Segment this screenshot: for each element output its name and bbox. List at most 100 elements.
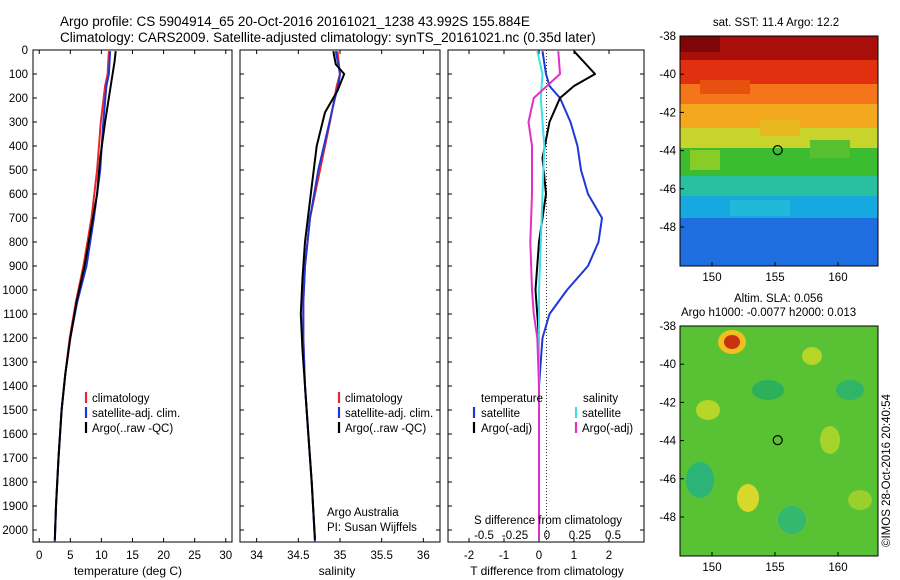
map-y-tick-label: -42 bbox=[659, 107, 676, 119]
figure-title-line2: Climatology: CARS2009. Satellite-adjuste… bbox=[60, 30, 596, 45]
difference-panel-frame bbox=[447, 49, 645, 543]
sst-map-title: sat. SST: 11.4 Argo: 12.2 bbox=[713, 17, 839, 29]
map-x-tick-label: 160 bbox=[828, 562, 847, 574]
map-y-tick-label: -40 bbox=[659, 359, 676, 371]
depth-tick-label: 100 bbox=[9, 69, 28, 81]
x-tick-label: 0 bbox=[36, 550, 42, 562]
sla-map-title: Altim. SLA: 0.056 bbox=[734, 293, 823, 305]
map-y-tick-label: -40 bbox=[659, 69, 676, 81]
x-tick-label: 0 bbox=[536, 550, 542, 562]
depth-tick-label: 2000 bbox=[2, 525, 28, 537]
depth-tick-label: 1400 bbox=[2, 381, 28, 393]
temperature-series bbox=[53, 51, 117, 542]
x-tick-label: 34 bbox=[250, 550, 263, 562]
sst-map-image bbox=[680, 36, 878, 266]
x-tick-label: 2 bbox=[606, 550, 612, 562]
difference-legend: temperature salinity satellite Argo(-adj… bbox=[472, 393, 633, 435]
difference-xlabel: T difference from climatology bbox=[470, 564, 624, 578]
depth-tick-label: 800 bbox=[9, 237, 28, 249]
legend-argo: Argo(..raw -QC) bbox=[345, 423, 426, 435]
imos-credit: ©IMOS 28-Oct-2016 20:40:54 bbox=[881, 393, 893, 547]
x-tick-label: 10 bbox=[95, 550, 108, 562]
depth-tick-label: 1800 bbox=[2, 477, 28, 489]
map-y-tick-label: -46 bbox=[659, 474, 676, 486]
map-x-tick-label: 150 bbox=[702, 562, 721, 574]
map-y-tick-label: -38 bbox=[659, 31, 676, 43]
difference-axis: -2 -1 0 1 2 bbox=[448, 49, 644, 562]
salinity-xlabel: salinity bbox=[319, 564, 356, 578]
map-x-tick-label: 160 bbox=[828, 272, 847, 284]
map-x-tick-label: 155 bbox=[765, 272, 784, 284]
argo-australia-note: Argo Australia bbox=[327, 507, 399, 519]
depth-tick-label: 1500 bbox=[2, 405, 28, 417]
legend-s-satellite: satellite bbox=[582, 408, 621, 420]
sla-map-image bbox=[680, 326, 878, 556]
legend-argo: Argo(..raw -QC) bbox=[92, 423, 173, 435]
pi-note: PI: Susan Wijffels bbox=[327, 522, 417, 534]
depth-tick-label: 1600 bbox=[2, 429, 28, 441]
map-y-tick-label: -48 bbox=[659, 222, 676, 234]
legend-t-argo: Argo(-adj) bbox=[481, 423, 532, 435]
sla-argo-marker bbox=[772, 435, 783, 446]
depth-tick-label: 200 bbox=[9, 93, 28, 105]
series-satellite-adj-clim- bbox=[53, 51, 112, 542]
depth-tick-label: 900 bbox=[9, 261, 28, 273]
depth-tick-label: 1000 bbox=[2, 285, 28, 297]
s-difference-top-label: S difference from climatology bbox=[474, 515, 622, 527]
legend-s-argo: Argo(-adj) bbox=[582, 423, 633, 435]
salinity-legend: climatology satellite-adj. clim. Argo(..… bbox=[337, 392, 433, 435]
depth-tick-label: 1100 bbox=[3, 309, 28, 321]
legend-salinity-title: salinity bbox=[583, 393, 618, 405]
sst-argo-marker bbox=[772, 145, 783, 156]
series-argo-raw-qc- bbox=[299, 51, 346, 540]
temperature-axis: 0 5 10 15 20 25 30 bbox=[33, 49, 232, 562]
salinity-panel-frame bbox=[239, 49, 441, 543]
temperature-xlabel: temperature (deg C) bbox=[74, 564, 182, 578]
legend-climatology: climatology bbox=[345, 393, 403, 405]
depth-tick-label: 1300 bbox=[2, 357, 28, 369]
x-tick-label: 1 bbox=[571, 550, 577, 562]
sla-map-subtitle: Argo h1000: -0.0077 h2000: 0.013 bbox=[681, 307, 856, 319]
depth-tick-labels: 0 100 200 300 400 500 600 700 800 900 1000 1100 1200… bbox=[2, 45, 28, 537]
series-salinity-satellite bbox=[536, 50, 546, 540]
x-tick-label: 35.5 bbox=[370, 550, 392, 562]
depth-tick-label: 300 bbox=[9, 117, 28, 129]
depth-tick-label: 400 bbox=[9, 141, 28, 153]
map-y-tick-label: -44 bbox=[659, 436, 676, 448]
salinity-axis: 34 34.5 35 35.5 36 bbox=[240, 49, 440, 562]
s-difference-tick-labels: -0.5 -0.25 0 0.25 0.5 bbox=[474, 530, 621, 542]
sla-map-axis: 150 155 160 -38 -40 -42 -44 -46 -48 bbox=[659, 321, 847, 574]
x-tick-label: 36 bbox=[417, 550, 430, 562]
x-tick-label: 15 bbox=[126, 550, 139, 562]
legend-satellite-adj: satellite-adj. clim. bbox=[92, 408, 180, 420]
map-x-tick-label: 150 bbox=[702, 272, 721, 284]
salinity-series bbox=[299, 51, 346, 542]
x-tick-label: 5 bbox=[67, 550, 73, 562]
depth-tick-label: 0 bbox=[22, 45, 28, 57]
depth-tick-label: 1200 bbox=[2, 333, 28, 345]
depth-tick-label: 500 bbox=[9, 165, 28, 177]
s-diff-tick-label: 0.25 bbox=[569, 530, 591, 542]
difference-series bbox=[527, 50, 603, 540]
temperature-panel-frame bbox=[32, 49, 233, 543]
x-tick-label: 30 bbox=[219, 550, 232, 562]
legend-temperature-title: temperature bbox=[481, 393, 543, 405]
legend-t-satellite: satellite bbox=[481, 408, 520, 420]
legend-climatology: climatology bbox=[92, 393, 150, 405]
series-salinity-argo-adj- bbox=[527, 51, 561, 540]
s-diff-tick-label: 0 bbox=[544, 530, 550, 542]
s-diff-tick-label: -0.5 bbox=[474, 530, 494, 542]
x-tick-label: 35 bbox=[334, 550, 347, 562]
series-argo-raw-qc- bbox=[53, 51, 117, 540]
depth-tick-label: 1900 bbox=[2, 501, 28, 513]
x-tick-label: 25 bbox=[188, 550, 201, 562]
depth-tick-label: 700 bbox=[9, 213, 28, 225]
map-y-tick-label: -42 bbox=[659, 397, 676, 409]
temperature-legend: climatology satellite-adj. clim. Argo(..… bbox=[84, 392, 180, 435]
x-tick-label: -1 bbox=[499, 550, 509, 562]
s-diff-tick-label: 0.5 bbox=[605, 530, 621, 542]
map-y-tick-label: -48 bbox=[659, 512, 676, 524]
series-temperature-argo-adj- bbox=[534, 50, 596, 540]
map-x-tick-label: 155 bbox=[765, 562, 784, 574]
